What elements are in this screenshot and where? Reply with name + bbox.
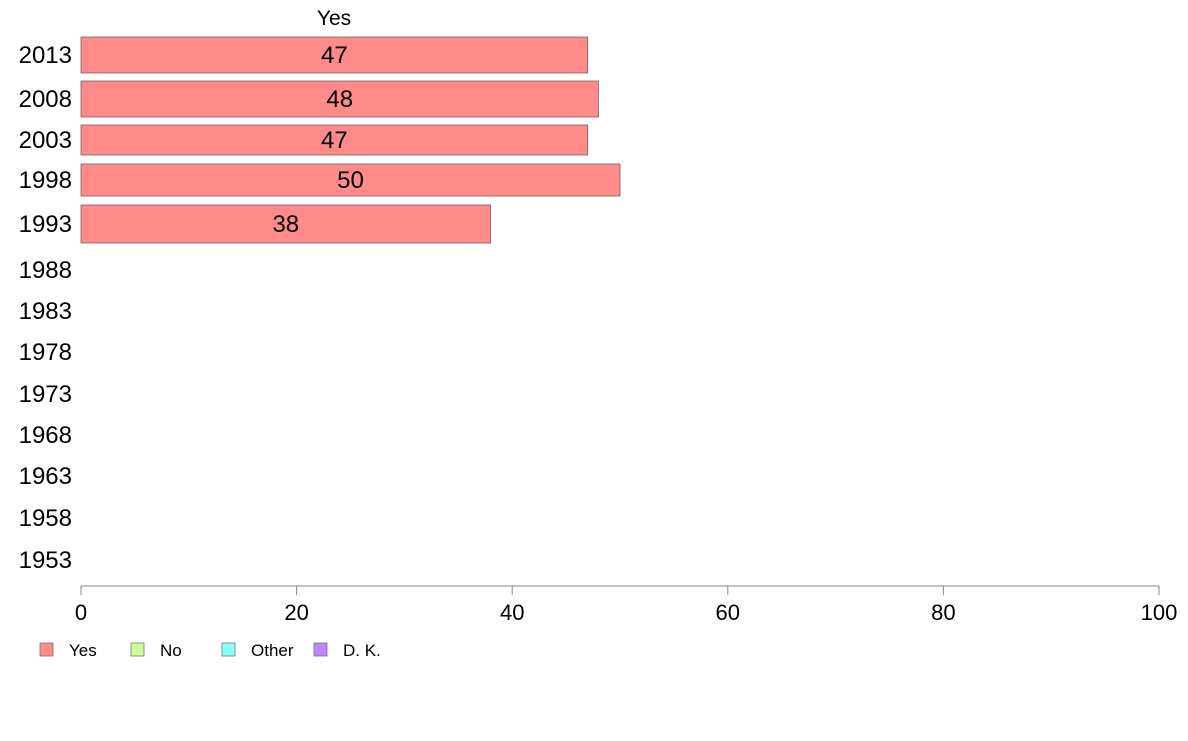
year-label: 1953: [19, 547, 72, 574]
year-label: 1998: [19, 167, 72, 194]
x-tick-label: 40: [500, 600, 524, 625]
legend-label: No: [160, 641, 182, 660]
bars: [80, 36, 621, 244]
bar-yes: [80, 36, 589, 74]
x-tick-label: 0: [75, 600, 87, 625]
year-label: 1988: [19, 257, 72, 284]
bar-yes: [80, 80, 599, 118]
year-label: 2008: [19, 86, 72, 113]
legend: Yes No Other D. K.: [39, 641, 381, 660]
legend-label: D. K.: [343, 641, 381, 660]
year-label: 2013: [19, 42, 72, 69]
year-label: 1963: [19, 463, 72, 490]
x-tick-label: 60: [716, 600, 740, 625]
bar-yes: [80, 204, 492, 244]
legend-swatch: [39, 642, 54, 657]
x-axis: 0 20 40 60 80 100: [75, 585, 1178, 625]
year-label: 2003: [19, 127, 72, 154]
year-label: 1968: [19, 422, 72, 449]
year-label: 1958: [19, 505, 72, 532]
year-label: 1978: [19, 339, 72, 366]
year-label: 1973: [19, 381, 72, 408]
bar-value-label: 38: [272, 211, 299, 238]
year-labels: 2013 2008 2003 1998 1993 1988 1983 1978 1973 1968…: [19, 42, 72, 574]
bar-value-label: 50: [337, 167, 364, 194]
bar-yes: [80, 124, 589, 156]
year-label: 1983: [19, 298, 72, 325]
legend-label: Yes: [69, 641, 97, 660]
bar-value-labels: 47 48 47 50 38: [272, 42, 363, 238]
bar-value-label: 48: [326, 86, 353, 113]
legend-swatch: [313, 642, 328, 657]
x-tick-label: 100: [1141, 600, 1178, 625]
x-tick-label: 20: [284, 600, 308, 625]
bar-value-label: 47: [321, 127, 348, 154]
legend-swatch: [130, 642, 145, 657]
column-header: Yes: [317, 7, 351, 30]
x-tick-label: 80: [931, 600, 955, 625]
legend-swatch: [221, 642, 236, 657]
year-label: 1993: [19, 211, 72, 238]
bar-yes: [80, 163, 621, 197]
legend-label: Other: [251, 641, 294, 660]
bar-value-label: 47: [321, 42, 348, 69]
